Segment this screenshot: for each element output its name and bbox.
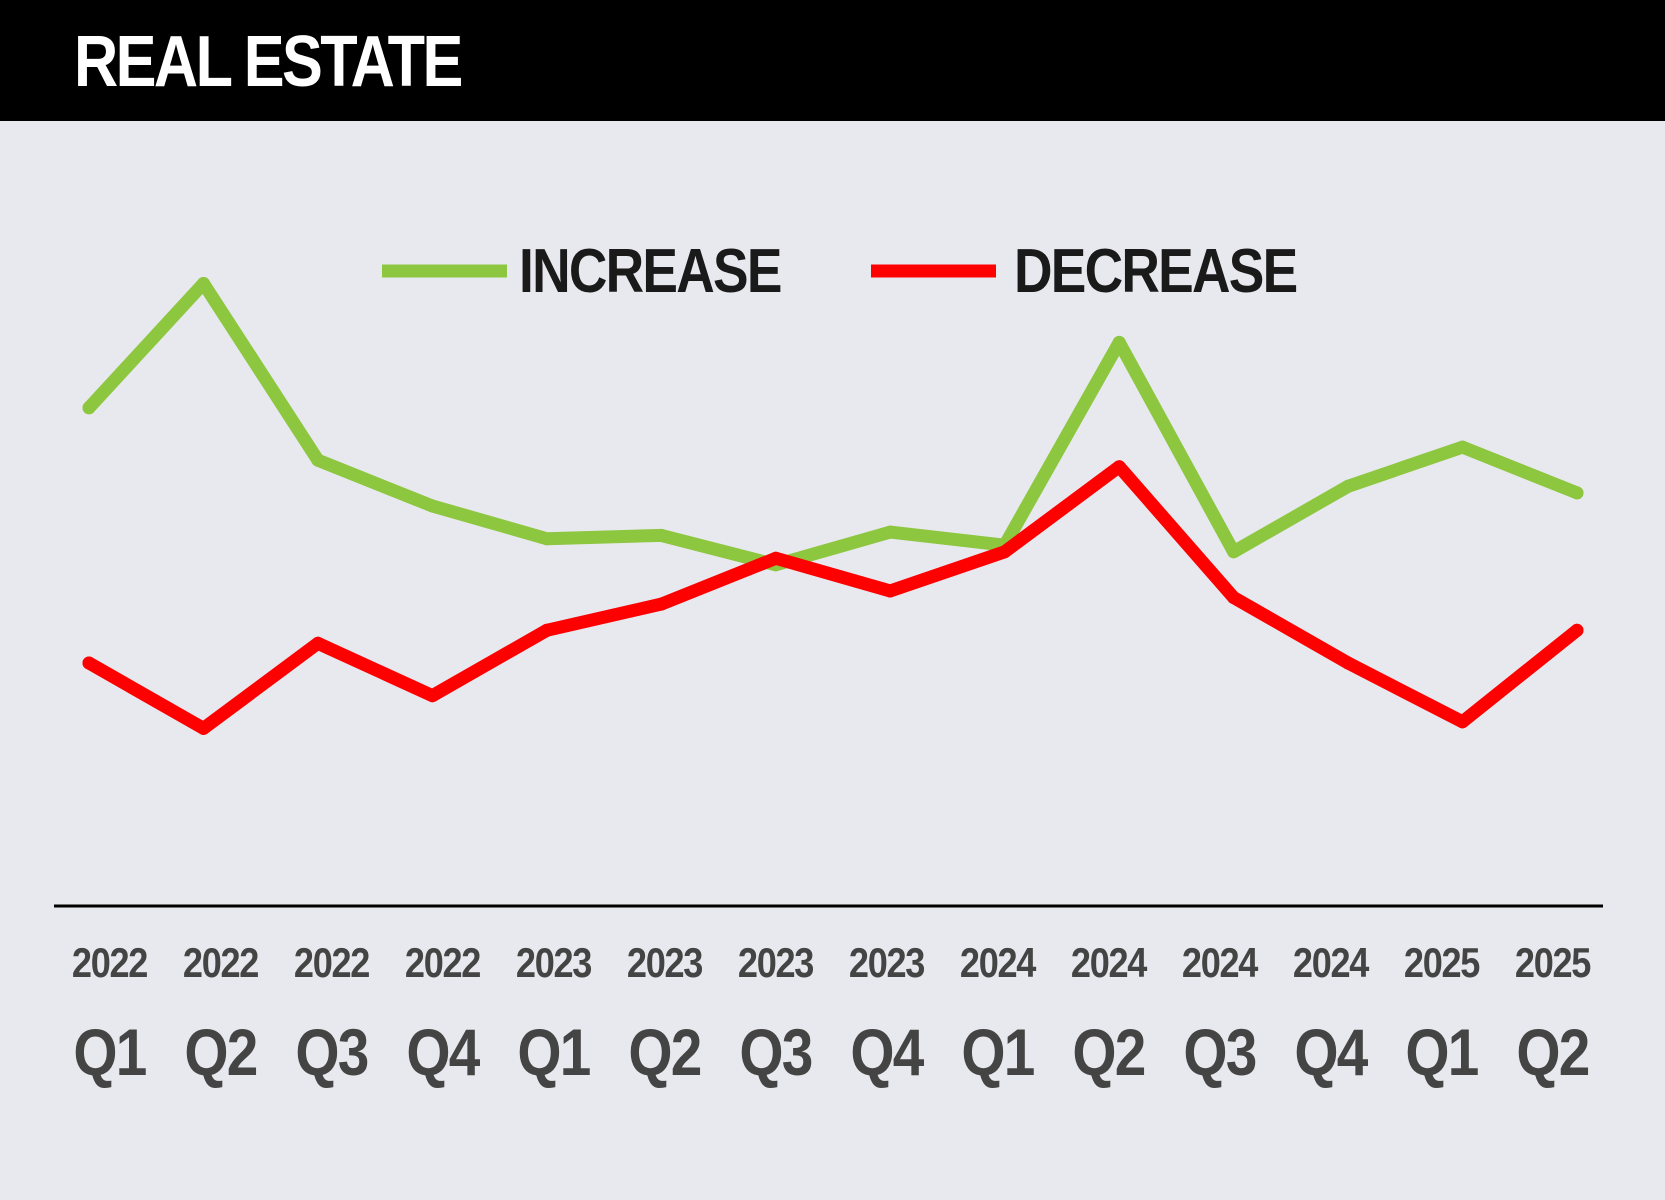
tick-label-quarter: Q3 (1183, 1016, 1255, 1090)
x-axis-ticks: 2022 Q1 2022 Q2 2022 Q3 2022 Q4 2023 Q1 2023 Q2 2023… (72, 941, 1592, 1090)
tick-label-quarter: Q4 (1294, 1016, 1368, 1090)
tick-label-quarter: Q3 (295, 1016, 367, 1090)
data-point-increase-13 (1570, 486, 1584, 500)
data-point-increase-3 (425, 499, 439, 513)
tick-label-year: 2024 (1293, 941, 1370, 987)
tick-label-quarter: Q1 (1405, 1016, 1478, 1090)
series-line-decrease (82, 460, 1584, 735)
data-point-decrease-11 (1341, 656, 1355, 670)
data-point-decrease-8 (998, 545, 1012, 559)
tick-label-year: 2023 (627, 941, 703, 987)
tick-label-year: 2023 (516, 941, 592, 987)
data-point-increase-2 (311, 453, 325, 467)
tick-label-year: 2024 (1182, 941, 1259, 987)
tick-label-year: 2022 (183, 941, 259, 987)
data-point-increase-4 (540, 532, 554, 546)
title-bar: REAL ESTATE (0, 0, 1665, 121)
tick-label-year: 2024 (1071, 941, 1148, 987)
data-point-increase-10 (1227, 545, 1241, 559)
tick-label-year: 2022 (294, 941, 370, 987)
tick-label-quarter: Q2 (1072, 1016, 1144, 1090)
tick-label-quarter: Q2 (1516, 1016, 1588, 1090)
tick-label-quarter: Q2 (184, 1016, 256, 1090)
data-point-decrease-3 (425, 689, 439, 703)
data-point-decrease-2 (311, 636, 325, 650)
chart-title: REAL ESTATE (74, 22, 463, 102)
tick-label-year: 2023 (849, 941, 925, 987)
data-point-increase-7 (883, 525, 897, 539)
tick-label-quarter: Q4 (406, 1016, 480, 1090)
data-point-decrease-0 (82, 656, 96, 670)
tick-label-year: 2025 (1515, 941, 1591, 987)
series-line-increase (82, 277, 1584, 572)
data-point-decrease-5 (654, 597, 668, 611)
tick-label-quarter: Q1 (517, 1016, 590, 1090)
data-point-increase-0 (82, 401, 96, 415)
tick-label-year: 2022 (405, 941, 481, 987)
data-point-decrease-9 (1112, 460, 1126, 474)
data-point-increase-11 (1341, 479, 1355, 493)
plot-area (82, 277, 1584, 735)
data-point-decrease-12 (1456, 715, 1469, 729)
tick-label-year: 2024 (960, 941, 1037, 987)
tick-label-quarter: Q4 (850, 1016, 924, 1090)
legend: INCREASE DECREASE (382, 237, 1298, 306)
legend-label-decrease: DECREASE (1014, 237, 1297, 306)
data-point-increase-9 (1112, 335, 1126, 349)
data-point-decrease-1 (197, 721, 210, 735)
tick-label-quarter: Q1 (961, 1016, 1034, 1090)
data-point-decrease-7 (883, 584, 897, 598)
tick-label-quarter: Q3 (739, 1016, 811, 1090)
tick-label-year: 2022 (72, 941, 148, 987)
data-point-decrease-13 (1570, 623, 1584, 637)
tick-label-year: 2025 (1404, 941, 1480, 987)
tick-label-year: 2023 (738, 941, 814, 987)
data-point-decrease-4 (540, 623, 554, 637)
legend-label-increase: INCREASE (519, 237, 781, 306)
data-point-decrease-10 (1227, 591, 1241, 604)
data-point-increase-12 (1456, 440, 1469, 454)
data-point-increase-1 (197, 277, 210, 290)
tick-label-quarter: Q1 (73, 1016, 146, 1090)
data-point-increase-5 (654, 528, 668, 542)
tick-label-quarter: Q2 (628, 1016, 700, 1090)
data-point-decrease-6 (769, 551, 783, 565)
